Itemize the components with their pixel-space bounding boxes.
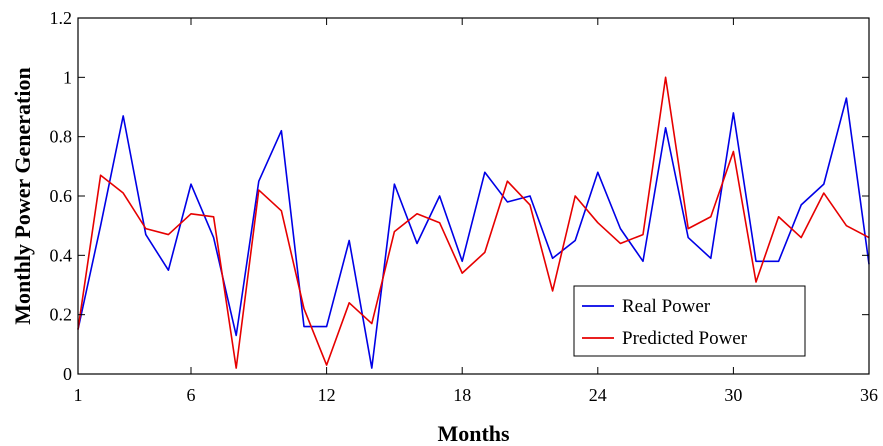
y-tick-label: 1.2 (50, 8, 73, 28)
y-tick-label: 0.2 (50, 305, 73, 325)
legend-entry: Real Power (622, 296, 711, 317)
series-line-predicted-power (77, 76, 870, 369)
legend-entry: Predicted Power (622, 328, 748, 349)
axes: 1 6 12 18 24 30 36 0 0.2 0.4 0.6 0.8 1 1.2 (50, 8, 879, 405)
series-line-real-power (77, 97, 870, 369)
x-tick-label: 18 (453, 385, 471, 405)
y-tick-label: 0.4 (50, 245, 73, 265)
x-tick-label: 1 (74, 385, 83, 405)
legend-box (573, 285, 806, 357)
legend: Real Power Predicted Power (573, 285, 806, 357)
x-tick-label: 30 (724, 385, 742, 405)
y-tick-label: 0.6 (50, 186, 73, 206)
y-tick-label: 0.8 (50, 127, 73, 147)
x-axis-label: Months (437, 421, 510, 446)
x-tick-label: 12 (318, 385, 336, 405)
x-tick-label: 36 (860, 385, 878, 405)
y-tick-label: 0 (63, 364, 72, 384)
y-tick-label: 1 (63, 67, 72, 87)
plot-area (77, 76, 870, 369)
y-axis-label: Monthly Power Generation (10, 67, 35, 324)
x-tick-label: 24 (589, 385, 607, 405)
x-tick-label: 6 (187, 385, 196, 405)
